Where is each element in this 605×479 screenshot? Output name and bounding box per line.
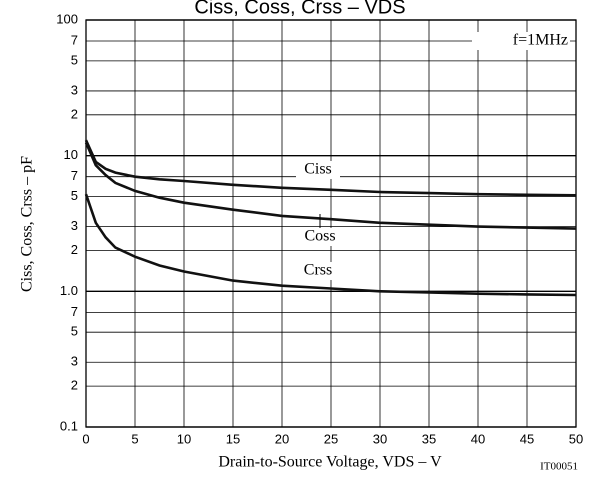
x-tick-label: 20 (275, 431, 289, 446)
series-label: Ciss (304, 161, 332, 178)
x-tick-label: 50 (569, 431, 583, 446)
y-tick-label: 5 (71, 324, 78, 339)
x-tick-label: 45 (520, 431, 534, 446)
y-tick-label: 2 (71, 378, 78, 393)
y-tick-label: 3 (71, 354, 78, 369)
series-line (84, 141, 577, 230)
label-bg (296, 161, 340, 179)
y-tick-label: 0.1 (60, 418, 78, 433)
y-axis-label: Ciss, Coss, Crss – pF (19, 156, 36, 292)
series-label: Coss (304, 228, 335, 245)
x-axis-label: Drain-to-Source Voltage, VDS – V (218, 454, 442, 471)
plot-frame (85, 19, 577, 428)
y-tick-label: 2 (71, 106, 78, 121)
y-tick-label: 3 (71, 218, 78, 233)
y-tick-label: 7 (71, 168, 78, 183)
x-tick-label: 10 (177, 431, 191, 446)
y-tick-label: 5 (71, 52, 78, 67)
x-tick-label: 40 (471, 431, 485, 446)
x-tick-label: 35 (422, 431, 436, 446)
y-tick-label: 100 (56, 11, 78, 26)
x-tick-label: 25 (324, 431, 338, 446)
y-tick-label: 5 (71, 188, 78, 203)
series-line (84, 139, 577, 197)
annotation: IT00051 (540, 461, 578, 473)
y-tick-label: 10 (64, 147, 78, 162)
x-tick-label: 0 (82, 431, 89, 446)
y-tick-label: 1.0 (60, 283, 78, 298)
annotation: f=1MHz (513, 32, 568, 49)
y-tick-label: 3 (71, 82, 78, 97)
annotation-bg (472, 32, 570, 50)
label-bg (296, 262, 340, 280)
x-tick-label: 5 (131, 431, 138, 446)
series-label: Crss (304, 262, 332, 279)
chart-title: Ciss, Coss, Crss – VDS (194, 0, 405, 18)
y-tick-label: 2 (71, 242, 78, 257)
series-line (84, 193, 577, 297)
y-tick-label: 7 (71, 32, 78, 47)
x-tick-label: 15 (226, 431, 240, 446)
y-tick-label: 7 (71, 304, 78, 319)
x-tick-label: 30 (373, 431, 387, 446)
label-bg (298, 228, 342, 246)
